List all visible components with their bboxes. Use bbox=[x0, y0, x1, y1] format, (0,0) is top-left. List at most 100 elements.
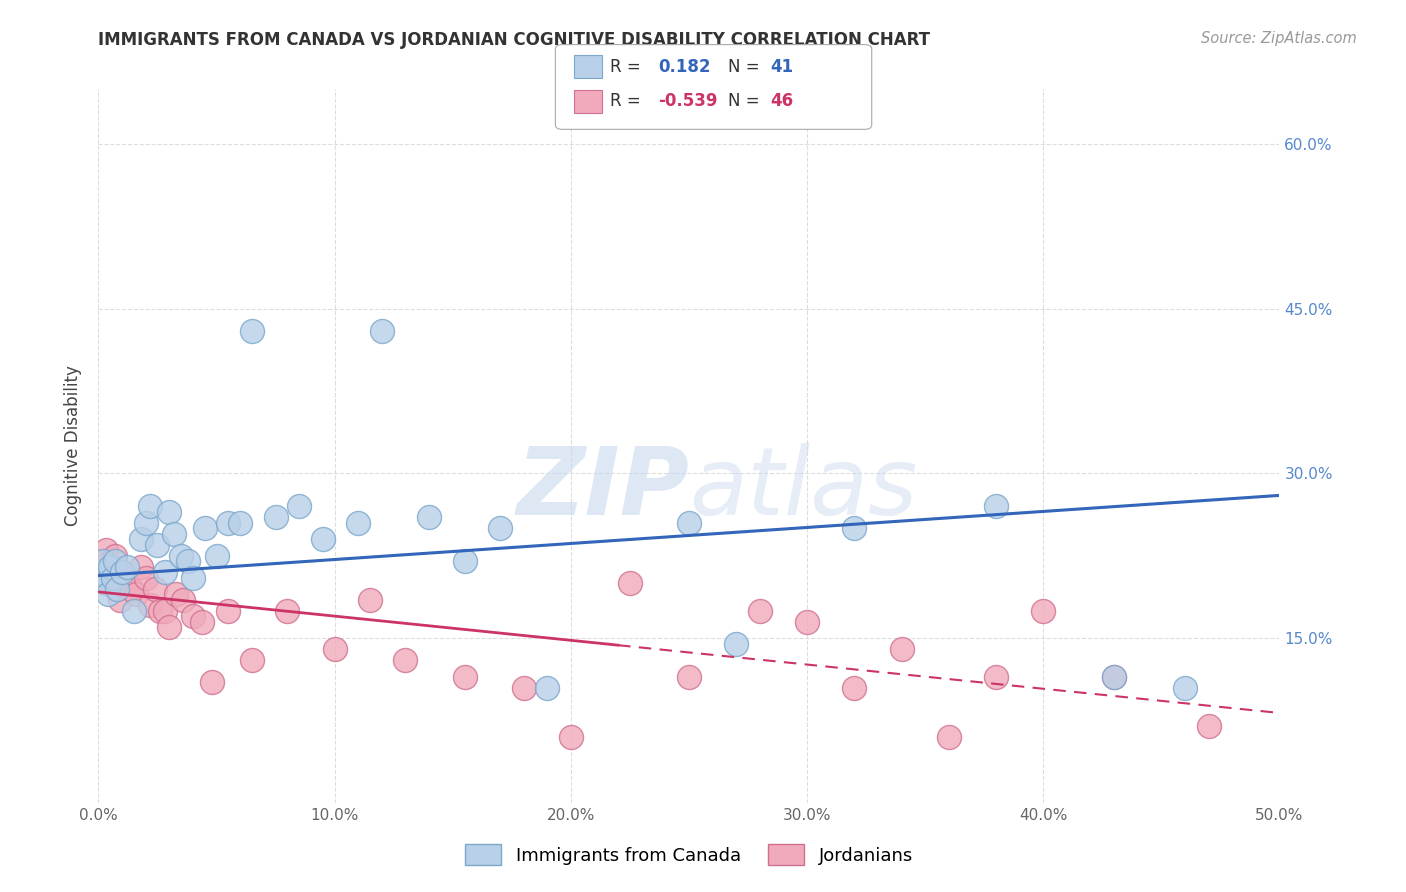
Point bbox=[108, 592, 131, 607]
Point bbox=[90, 566, 112, 580]
Point bbox=[453, 669, 475, 683]
Point bbox=[312, 533, 335, 547]
Text: N =: N = bbox=[728, 92, 759, 110]
Point bbox=[678, 669, 700, 683]
Point bbox=[104, 554, 127, 568]
Point bbox=[984, 669, 1007, 683]
Point bbox=[1032, 604, 1054, 618]
Point bbox=[984, 500, 1007, 514]
Point bbox=[560, 730, 582, 744]
Point bbox=[135, 571, 157, 585]
Point bbox=[98, 559, 121, 574]
Text: R =: R = bbox=[610, 92, 641, 110]
Point bbox=[1102, 669, 1125, 683]
Text: ZIP: ZIP bbox=[516, 442, 689, 535]
Point bbox=[157, 505, 180, 519]
Point bbox=[90, 559, 112, 574]
Text: 46: 46 bbox=[770, 92, 793, 110]
Point bbox=[97, 587, 120, 601]
Point bbox=[264, 510, 287, 524]
Point bbox=[890, 642, 912, 657]
Point bbox=[125, 587, 148, 601]
Point bbox=[104, 549, 127, 563]
Point bbox=[177, 554, 200, 568]
Point bbox=[191, 615, 214, 629]
Point bbox=[201, 675, 224, 690]
Point bbox=[181, 571, 204, 585]
Text: atlas: atlas bbox=[689, 443, 917, 534]
Point bbox=[97, 571, 120, 585]
Point bbox=[111, 566, 134, 580]
Point bbox=[153, 604, 176, 618]
Point bbox=[91, 554, 114, 568]
Point bbox=[111, 566, 134, 580]
Point bbox=[170, 549, 193, 563]
Point bbox=[194, 521, 217, 535]
Point bbox=[323, 642, 346, 657]
Point bbox=[725, 637, 748, 651]
Point bbox=[276, 604, 298, 618]
Point bbox=[240, 324, 263, 338]
Point bbox=[217, 604, 239, 618]
Point bbox=[536, 681, 558, 695]
Point bbox=[139, 500, 162, 514]
Point bbox=[844, 681, 866, 695]
Point bbox=[139, 598, 162, 612]
Point bbox=[748, 604, 770, 618]
Point bbox=[347, 516, 370, 530]
Point bbox=[205, 549, 228, 563]
Point bbox=[1198, 719, 1220, 733]
Point bbox=[153, 566, 176, 580]
Point bbox=[229, 516, 252, 530]
Point bbox=[122, 604, 145, 618]
Point bbox=[157, 620, 180, 634]
Point bbox=[112, 571, 135, 585]
Text: 41: 41 bbox=[770, 58, 793, 76]
Text: Source: ZipAtlas.com: Source: ZipAtlas.com bbox=[1201, 31, 1357, 46]
Point bbox=[143, 582, 166, 596]
Point bbox=[394, 653, 416, 667]
Text: R =: R = bbox=[610, 58, 641, 76]
Point bbox=[98, 559, 121, 574]
Point bbox=[121, 582, 143, 596]
Text: -0.539: -0.539 bbox=[658, 92, 717, 110]
Point bbox=[453, 554, 475, 568]
Point bbox=[172, 592, 194, 607]
Point bbox=[115, 559, 138, 574]
Point bbox=[796, 615, 818, 629]
Text: IMMIGRANTS FROM CANADA VS JORDANIAN COGNITIVE DISABILITY CORRELATION CHART: IMMIGRANTS FROM CANADA VS JORDANIAN COGN… bbox=[98, 31, 931, 49]
Point bbox=[91, 554, 114, 568]
Point bbox=[217, 516, 239, 530]
Point bbox=[149, 604, 172, 618]
Point bbox=[105, 582, 128, 596]
Point bbox=[129, 559, 152, 574]
Point bbox=[359, 592, 381, 607]
Point bbox=[181, 609, 204, 624]
Legend: Immigrants from Canada, Jordanians: Immigrants from Canada, Jordanians bbox=[458, 837, 920, 872]
Point bbox=[512, 681, 534, 695]
Point bbox=[94, 576, 117, 591]
Point bbox=[844, 521, 866, 535]
Point bbox=[1174, 681, 1197, 695]
Text: N =: N = bbox=[728, 58, 759, 76]
Point bbox=[115, 576, 138, 591]
Text: 0.182: 0.182 bbox=[658, 58, 710, 76]
Point bbox=[146, 538, 169, 552]
Point bbox=[94, 543, 117, 558]
Point bbox=[418, 510, 440, 524]
Point bbox=[165, 587, 187, 601]
Point bbox=[101, 571, 124, 585]
Point bbox=[619, 576, 641, 591]
Point bbox=[135, 516, 157, 530]
Point bbox=[163, 526, 186, 541]
Point bbox=[240, 653, 263, 667]
Point bbox=[288, 500, 311, 514]
Point bbox=[129, 533, 152, 547]
Point bbox=[101, 576, 124, 591]
Point bbox=[678, 516, 700, 530]
Point bbox=[105, 582, 128, 596]
Point bbox=[371, 324, 394, 338]
Point bbox=[489, 521, 512, 535]
Y-axis label: Cognitive Disability: Cognitive Disability bbox=[65, 366, 83, 526]
Point bbox=[1102, 669, 1125, 683]
